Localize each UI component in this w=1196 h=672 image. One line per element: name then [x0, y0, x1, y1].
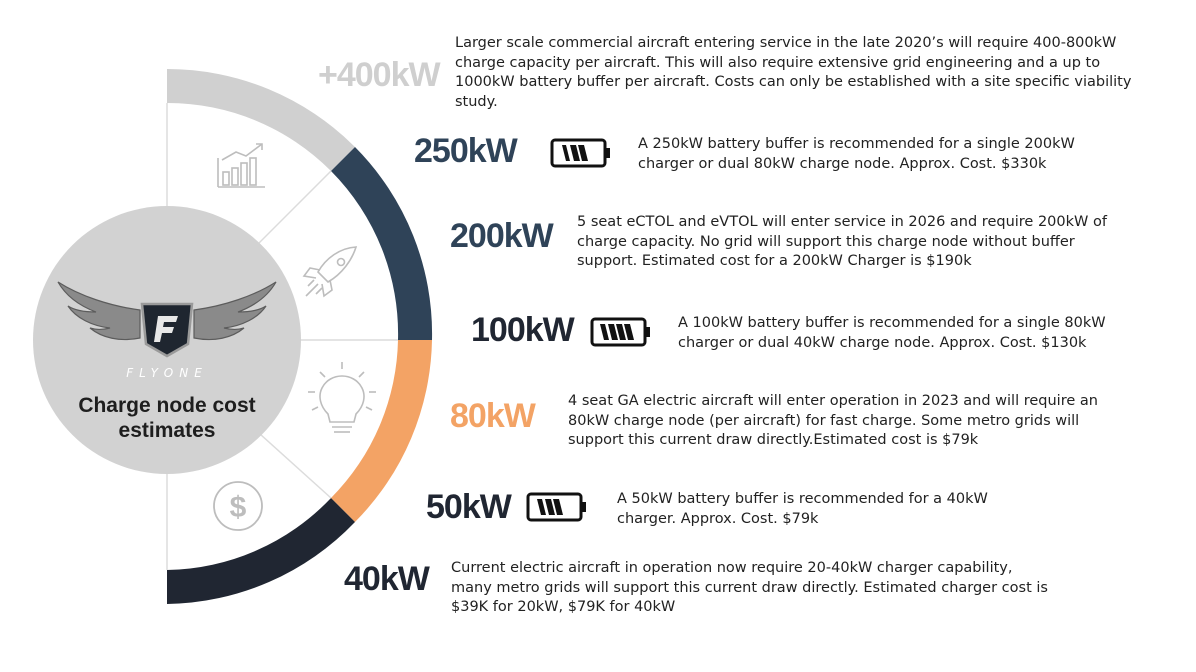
tier-description: Current electric aircraft in operation n… [451, 560, 1048, 615]
diagram-title: Charge node cost estimates [78, 394, 256, 442]
battery-icon [550, 138, 610, 168]
tier-description: A 50kW battery buffer is recommended for… [617, 491, 988, 527]
level-label: 40kW [344, 560, 430, 598]
bar-chart-icon [217, 143, 265, 188]
rocket-icon [302, 246, 358, 298]
tier-description: Larger scale commercial aircraft enterin… [455, 35, 1132, 110]
battery-icon [590, 317, 650, 347]
brand-name: FLYONE [126, 366, 208, 380]
tier-description: A 100kW battery buffer is recommended fo… [678, 315, 1106, 351]
ring-segment-orange [331, 340, 432, 522]
lightbulb-icon [308, 362, 376, 433]
level-label: +400kW [318, 56, 441, 94]
flyone-wings-logo [57, 281, 277, 358]
tier-description: 4 seat GA electric aircraft will enter o… [568, 393, 1098, 448]
tier-description: A 250kW battery buffer is recommended fo… [638, 136, 1075, 172]
ring-segment-navy [331, 147, 433, 340]
level-label: 80kW [450, 397, 536, 435]
tier-description: 5 seat eCTOL and eVTOL will enter servic… [577, 214, 1107, 269]
level-label: 250kW [414, 132, 518, 170]
svg-text:$: $ [230, 491, 247, 524]
battery-icon [526, 492, 586, 522]
level-label: 200kW [450, 217, 554, 255]
level-label: 50kW [426, 488, 512, 526]
ring-segment-light-gray [167, 68, 355, 171]
dollar-icon: $ [213, 481, 263, 531]
ring-segment-dark [167, 498, 355, 604]
level-label: 100kW [471, 311, 575, 349]
